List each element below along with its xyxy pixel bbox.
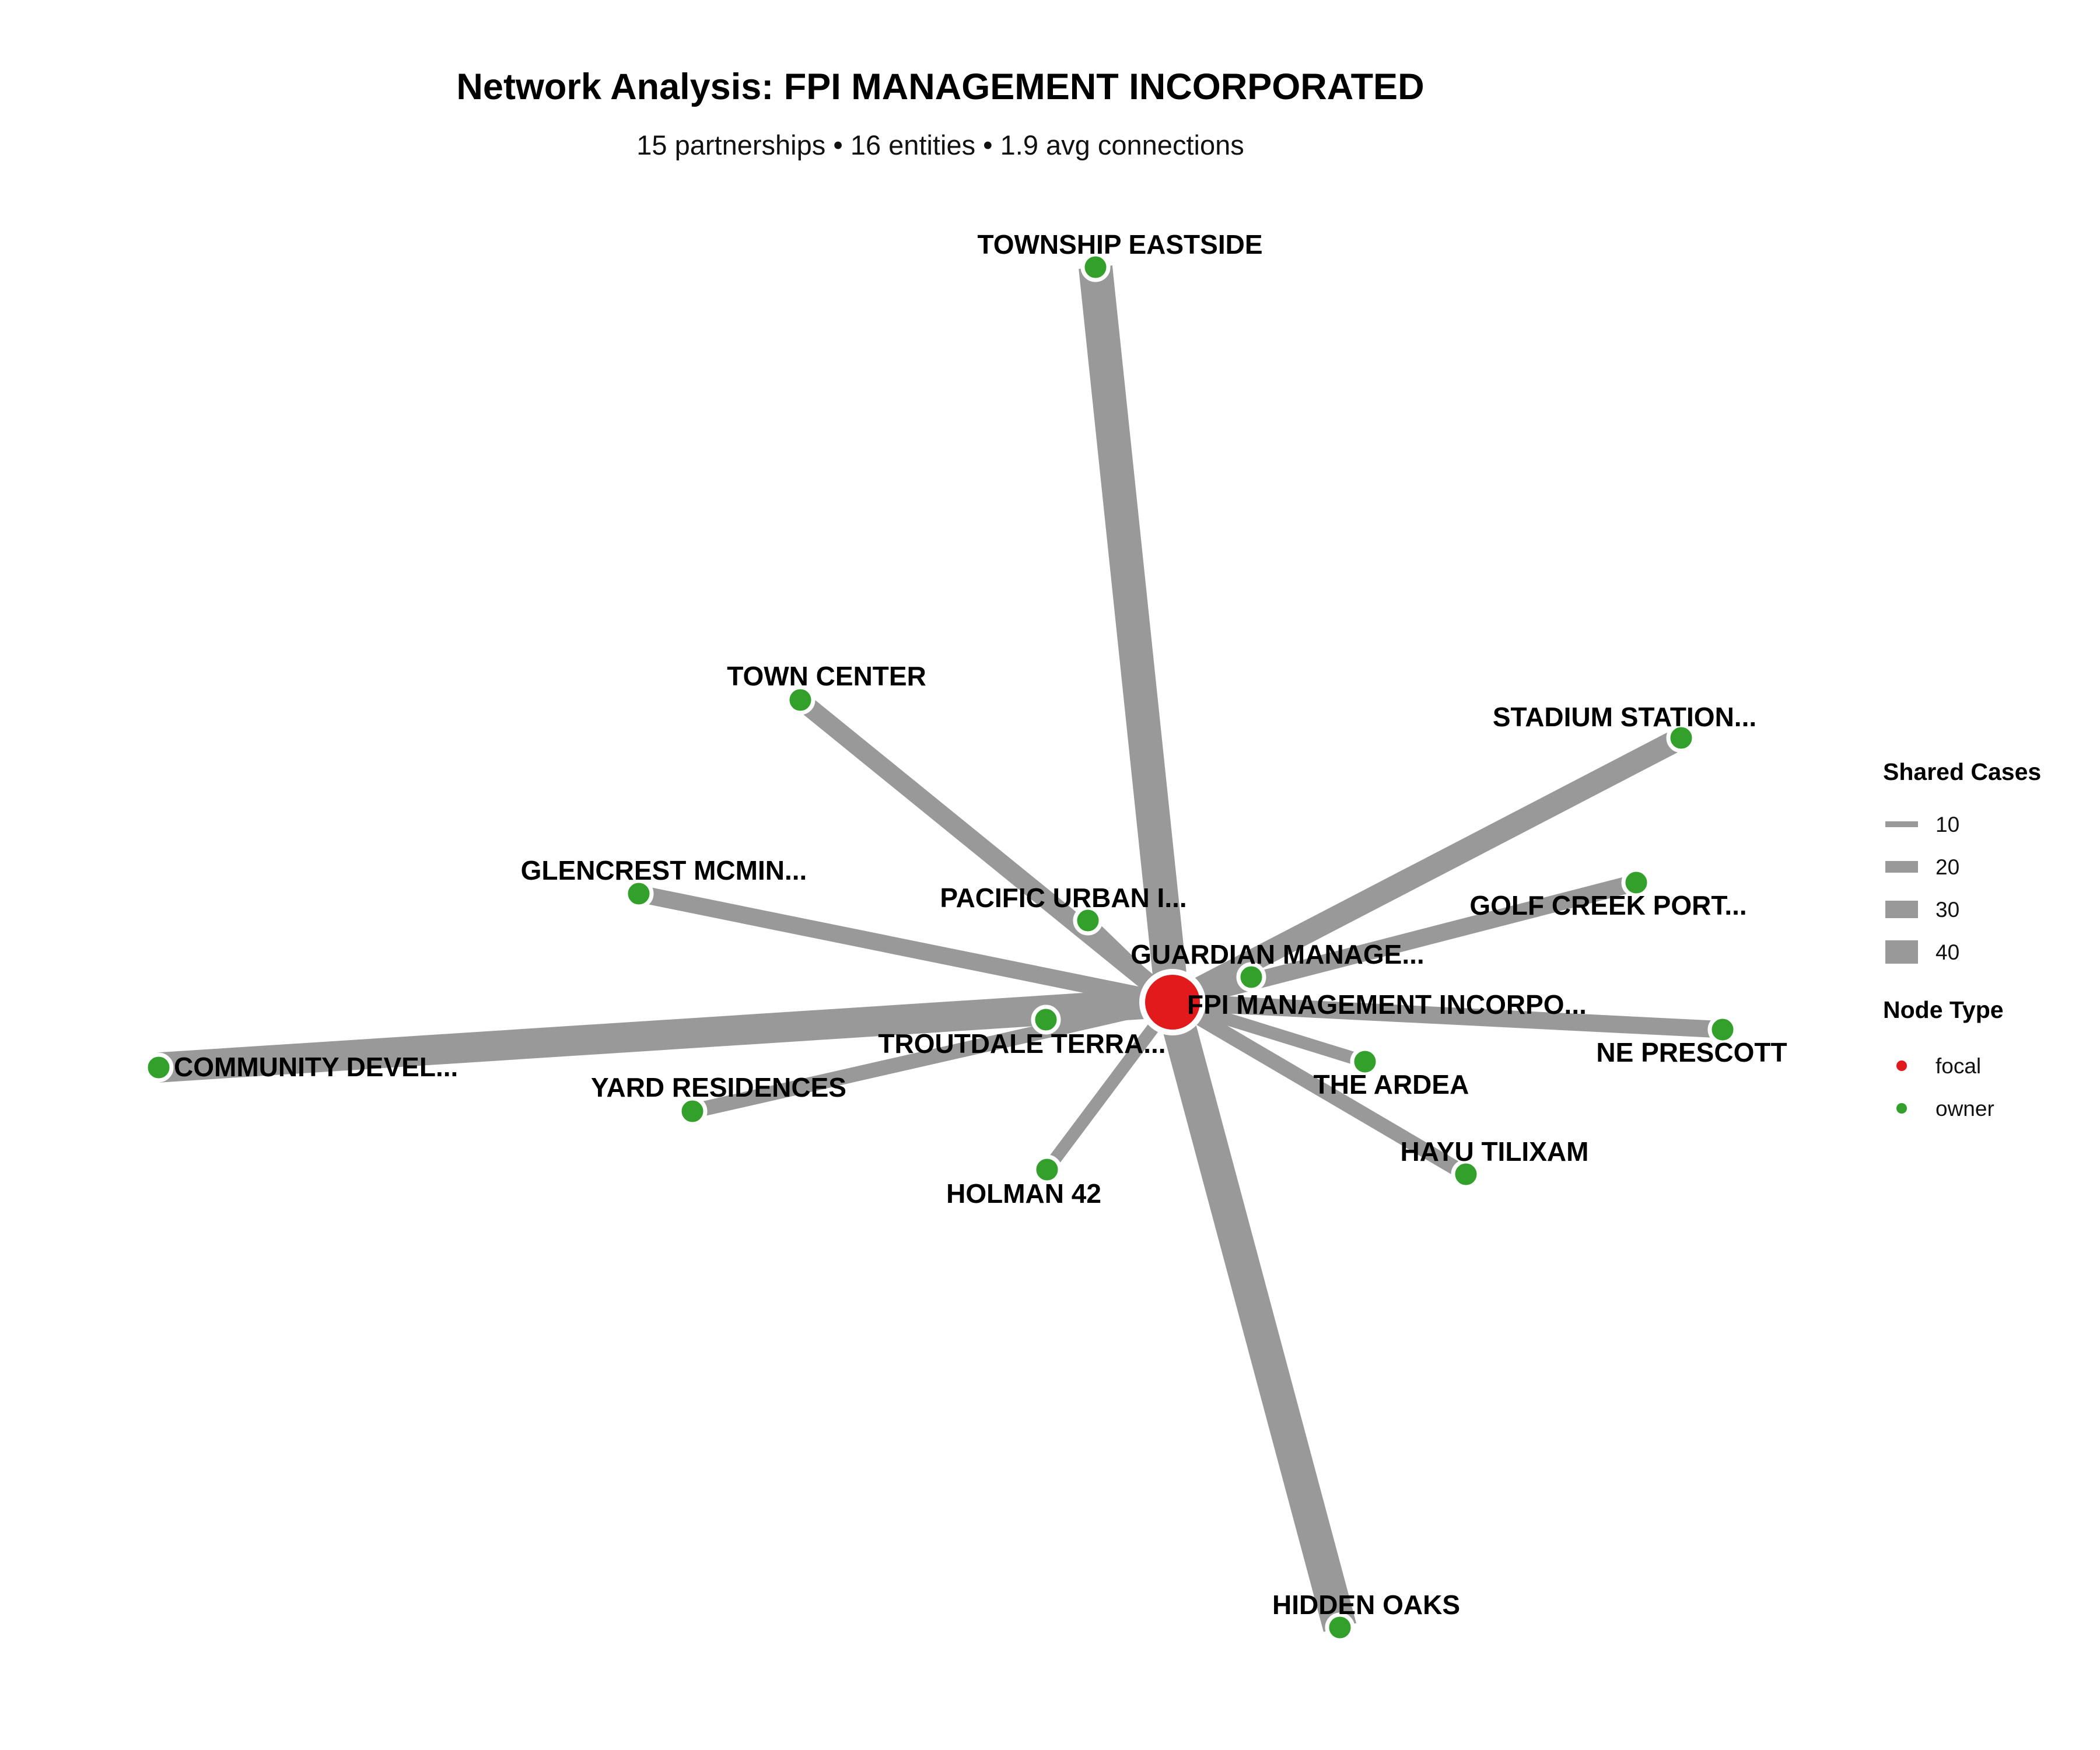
edge-hidden-oaks [1156, 998, 1357, 1632]
node-label-golf-creek-port: GOLF CREEK PORT... [1469, 890, 1746, 921]
edge-hayu-tilixam [1168, 996, 1470, 1181]
legend-node-swatch-focal [1896, 1060, 1907, 1071]
legend-node-type-title: Node Type [1883, 996, 2004, 1023]
edge-the-ardea [1170, 996, 1367, 1068]
edge-holman-42 [1042, 998, 1178, 1174]
edges-layer [158, 265, 1723, 1632]
node-label-holman-42: HOLMAN 42 [946, 1178, 1101, 1209]
labels-layer: TOWNSHIP EASTSIDE HIDDEN OAKS COMMUNITY DE… [174, 229, 1787, 1620]
edge-ne-prescott [1172, 993, 1723, 1038]
node-label-town-center: TOWN CENTER [727, 661, 926, 691]
node-label-troutdale-terra: TROUTDALE TERRA... [878, 1028, 1166, 1059]
legend-edge-label-40: 40 [1936, 940, 1959, 964]
legend-node-label-focal: focal [1936, 1054, 1981, 1078]
node-holman-42[interactable] [1032, 1154, 1062, 1185]
node-yard-residences[interactable] [677, 1096, 708, 1126]
legend-edge-label-30: 30 [1936, 898, 1959, 922]
node-town-center[interactable] [785, 685, 816, 715]
page-title: Network Analysis: FPI MANAGEMENT INCORPO… [456, 66, 1424, 107]
node-label-focal: FPI MANAGEMENT INCORPO... [1187, 989, 1587, 1020]
legend-node-label-owner: owner [1936, 1097, 1994, 1121]
node-township-eastside[interactable] [1080, 252, 1111, 282]
page-subtitle: 15 partnerships • 16 entities • 1.9 avg … [636, 130, 1244, 160]
edge-community-devel [158, 987, 1174, 1083]
legend: Shared Cases 10 20 30 40 Node Type focal own… [1883, 758, 2041, 1121]
node-glencrest-mcmin[interactable] [624, 878, 654, 909]
node-label-ne-prescott: NE PRESCOTT [1596, 1037, 1787, 1068]
node-community-devel[interactable] [144, 1052, 174, 1083]
node-hidden-oaks[interactable] [1325, 1612, 1355, 1643]
node-pacific-urban[interactable] [1073, 905, 1103, 936]
legend-node-swatch-owner [1896, 1103, 1907, 1114]
legend-shared-cases-items: 10 20 30 40 [1885, 813, 1959, 964]
node-troutdale-terra[interactable] [1031, 1005, 1061, 1035]
node-label-pacific-urban: PACIFIC URBAN I... [940, 883, 1186, 913]
edge-township-eastside [1079, 265, 1189, 1005]
node-label-guardian-manage: GUARDIAN MANAGE... [1130, 939, 1424, 970]
node-ne-prescott[interactable] [1707, 1014, 1738, 1045]
legend-shared-cases-title: Shared Cases [1883, 758, 2041, 785]
node-label-yard-residences: YARD RESIDENCES [591, 1072, 846, 1102]
node-label-township-eastside: TOWNSHIP EASTSIDE [977, 229, 1262, 260]
node-the-ardea[interactable] [1350, 1046, 1380, 1077]
edge-stadium-station [1167, 727, 1686, 1013]
node-label-hayu-tilixam: HAYU TILIXAM [1401, 1136, 1589, 1167]
node-label-glencrest-mcmin: GLENCREST MCMIN... [521, 855, 807, 886]
nodes-layer [144, 252, 1738, 1643]
legend-node-type-items: focal owner [1896, 1054, 1994, 1121]
node-golf-creek-port[interactable] [1621, 867, 1651, 898]
edge-yard-residences [691, 995, 1174, 1119]
node-label-stadium-station: STADIUM STATION... [1493, 702, 1756, 732]
legend-edge-label-10: 10 [1936, 813, 1959, 836]
node-label-the-ardea: THE ARDEA [1314, 1069, 1469, 1100]
node-guardian-manage[interactable] [1236, 962, 1266, 992]
edge-town-center [794, 692, 1179, 1010]
legend-edge-label-20: 20 [1936, 855, 1959, 879]
node-focal[interactable] [1139, 969, 1206, 1035]
node-label-community-devel: COMMUNITY DEVEL... [174, 1052, 458, 1082]
node-hayu-tilixam[interactable] [1451, 1159, 1481, 1189]
node-label-hidden-oaks: HIDDEN OAKS [1272, 1590, 1460, 1620]
node-stadium-station[interactable] [1666, 723, 1696, 753]
edge-glencrest-mcmin [637, 885, 1174, 1011]
